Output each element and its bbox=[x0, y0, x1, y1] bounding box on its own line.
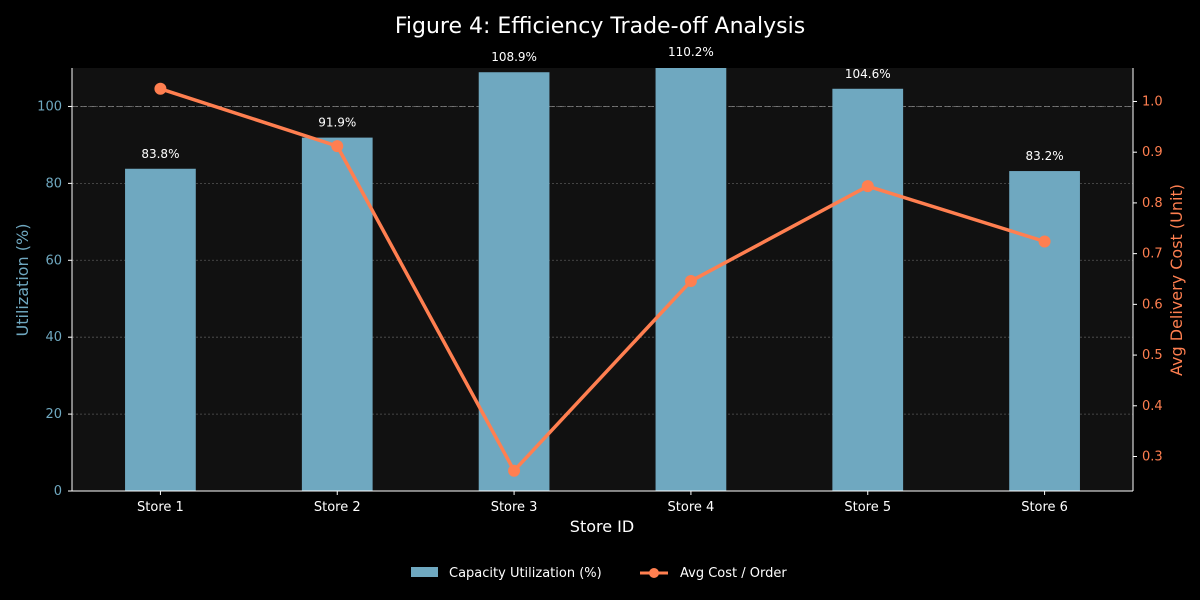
bar bbox=[478, 72, 550, 491]
y-tick-label: 100 bbox=[37, 99, 62, 114]
y2-tick-label: 0.7 bbox=[1142, 247, 1163, 262]
legend-label-cost: Avg Cost / Order bbox=[680, 566, 787, 581]
bar-data-label: 91.9% bbox=[318, 116, 356, 130]
line-layer bbox=[154, 82, 1051, 477]
x-axis-label: Store ID bbox=[570, 517, 634, 536]
cost-point bbox=[861, 180, 874, 193]
bar bbox=[1009, 171, 1080, 492]
y2-tick-label: 0.6 bbox=[1142, 297, 1163, 312]
bar-data-label: 108.9% bbox=[491, 50, 537, 64]
y2-tick-label: 0.9 bbox=[1142, 145, 1163, 160]
y2-tick-label: 0.4 bbox=[1142, 399, 1163, 414]
x-tick-label: Store 5 bbox=[844, 500, 891, 515]
y2-tick-label: 0.5 bbox=[1142, 348, 1163, 363]
bar bbox=[301, 137, 373, 491]
cost-point bbox=[331, 140, 344, 153]
y-tick-label: 40 bbox=[45, 330, 62, 345]
y2-tick-label: 1.0 bbox=[1142, 94, 1163, 109]
chart-title: Figure 4: Efficiency Trade-off Analysis bbox=[395, 14, 805, 39]
cost-point bbox=[684, 275, 697, 288]
cost-point bbox=[154, 82, 167, 95]
bar-data-label: 110.2% bbox=[668, 45, 714, 59]
bar bbox=[125, 168, 196, 491]
y-tick-label: 80 bbox=[45, 176, 62, 191]
legend-swatch-marker bbox=[649, 568, 659, 578]
y-tick-label: 0 bbox=[54, 484, 62, 499]
cost-point bbox=[508, 464, 521, 477]
bar-data-label: 83.2% bbox=[1026, 149, 1064, 163]
y2-axis-label: Avg Delivery Cost (Unit) bbox=[1167, 184, 1186, 376]
x-tick-label: Store 6 bbox=[1021, 500, 1068, 515]
bar-data-label: 83.8% bbox=[141, 147, 179, 161]
y2-tick-label: 0.8 bbox=[1142, 196, 1163, 211]
y-axis-label: Utilization (%) bbox=[13, 224, 32, 337]
x-tick-label: Store 4 bbox=[668, 500, 715, 515]
y2-tick-label: 0.3 bbox=[1142, 450, 1163, 465]
legend: Capacity Utilization (%) Avg Cost / Orde… bbox=[411, 566, 787, 581]
bar-labels-layer: 83.8% 91.9% 108.9% 110.2% 104.6% 83.2% bbox=[141, 45, 1063, 163]
x-tick-label: Store 3 bbox=[491, 500, 538, 515]
y-tick-label: 20 bbox=[45, 407, 62, 422]
cost-point bbox=[1038, 235, 1051, 248]
x-tick-label: Store 1 bbox=[137, 500, 184, 515]
axes-layer: 0 20 40 60 80 100 0.3 0.4 0.5 0.6 0.7 0.8 0.9 1.0 Stor… bbox=[37, 68, 1163, 515]
y-tick-label: 60 bbox=[45, 253, 62, 268]
legend-swatch-bar bbox=[411, 567, 438, 577]
grid-layer bbox=[72, 105, 1133, 415]
bar-data-label: 104.6% bbox=[845, 67, 891, 81]
cost-line bbox=[159, 87, 1046, 473]
x-tick-label: Store 2 bbox=[314, 500, 361, 515]
bar bbox=[832, 88, 904, 492]
plot-background bbox=[72, 68, 1133, 491]
legend-label-utilization: Capacity Utilization (%) bbox=[449, 566, 602, 581]
